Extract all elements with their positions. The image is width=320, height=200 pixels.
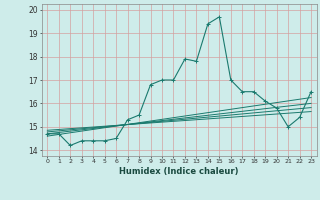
X-axis label: Humidex (Indice chaleur): Humidex (Indice chaleur) xyxy=(119,167,239,176)
